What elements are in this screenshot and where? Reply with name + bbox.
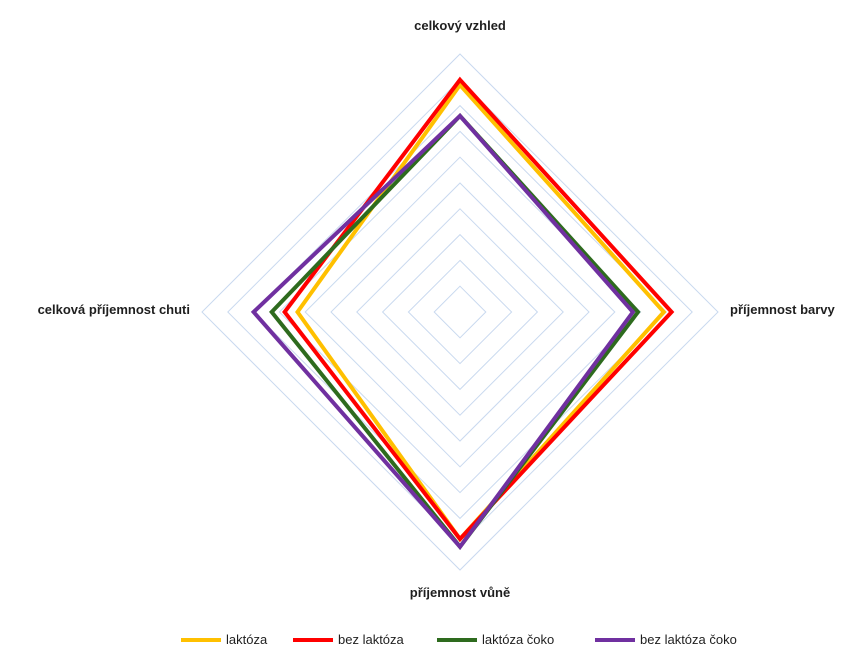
- legend-item-laktoza: laktóza: [181, 632, 268, 647]
- legend: laktóza bez laktóza laktóza čoko bez lak…: [181, 632, 737, 647]
- series-line-0: [295, 81, 667, 543]
- grid-ring: [252, 104, 668, 520]
- axis-label-left: celková příjemnost chuti: [38, 302, 190, 317]
- grid-ring: [278, 130, 642, 494]
- grid-ring: [381, 233, 539, 391]
- axis-label-top: celkový vzhled: [414, 18, 506, 33]
- radar-grid: [201, 53, 719, 571]
- grid-ring: [433, 285, 487, 339]
- axis-label-right: příjemnost barvy: [730, 302, 836, 317]
- radar-series: [250, 76, 675, 551]
- legend-label: bez laktóza: [338, 632, 405, 647]
- grid-ring: [356, 208, 564, 416]
- grid-ring: [330, 182, 590, 442]
- legend-item-bez-laktoza-coko: bez laktóza čoko: [595, 632, 737, 647]
- legend-label: laktóza čoko: [482, 632, 554, 647]
- series-line-1: [282, 76, 675, 543]
- series-line-2: [269, 112, 641, 551]
- axis-label-bottom: příjemnost vůně: [410, 585, 510, 600]
- grid-ring: [407, 259, 513, 365]
- grid-ring: [304, 156, 616, 468]
- legend-label: laktóza: [226, 632, 268, 647]
- legend-item-laktoza-coko: laktóza čoko: [437, 632, 554, 647]
- legend-label: bez laktóza čoko: [640, 632, 737, 647]
- grid-ring: [201, 53, 719, 571]
- legend-item-bez-laktoza: bez laktóza: [293, 632, 405, 647]
- series-line-3: [250, 113, 636, 550]
